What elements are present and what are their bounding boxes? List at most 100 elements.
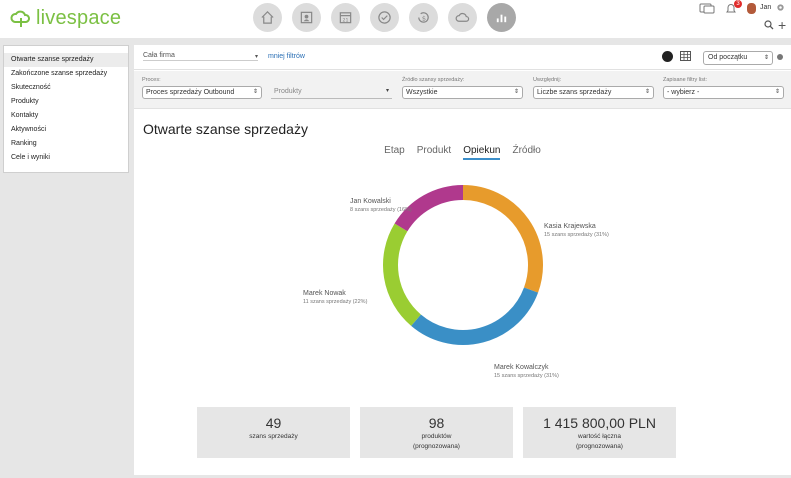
- sidebar-item-open-deals[interactable]: Otwarte szanse sprzedaży: [4, 53, 128, 67]
- include-label: Uwzględnij:: [533, 77, 562, 83]
- contacts-icon[interactable]: [292, 3, 321, 32]
- process-select[interactable]: Proces sprzedaży Outbound ⇕: [142, 86, 262, 99]
- chevron-down-icon: ▾: [254, 54, 258, 60]
- cloud-logo-icon: [10, 10, 30, 27]
- sidebar-item-contacts[interactable]: Kontakty: [11, 112, 39, 119]
- detailed-filters: Proces: Proces sprzedaży Outbound ⇕ Prod…: [134, 71, 791, 109]
- sidebar-item-goals[interactable]: Cele i wyniki: [11, 154, 50, 161]
- saved-filters: Zapisane filtry list: - wybierz - ⇕: [663, 77, 784, 99]
- include-filter: Uwzględnij: Liczbe szans sprzedaży ⇕: [533, 77, 654, 99]
- logo[interactable]: livespace: [10, 6, 121, 30]
- gear-icon[interactable]: [776, 3, 785, 12]
- sidebar-item-ranking[interactable]: Ranking: [11, 140, 37, 147]
- source-filter: Źródło szansy sprzedaży: Wszystkie ⇕: [402, 77, 523, 99]
- stat-value-amount: 1 415 800,00 PLN: [543, 415, 656, 431]
- calendar-icon[interactable]: 21: [331, 3, 360, 32]
- tab-source[interactable]: Źródło: [512, 145, 541, 156]
- stat-products-label: produktów: [421, 433, 452, 440]
- slice-label: Kasia Krajewska: [544, 223, 596, 230]
- sidebar-item-closed-deals[interactable]: Zakończone szanse sprzedaży: [11, 70, 108, 77]
- home-icon[interactable]: [253, 3, 282, 32]
- company-select-value: Cała firma: [143, 52, 175, 59]
- process-filter: Proces: Proces sprzedaży Outbound ⇕: [142, 77, 262, 99]
- tab-owner[interactable]: Opiekun: [463, 145, 501, 160]
- slice-label: Jan Kowalski: [350, 198, 391, 205]
- period-select-value: Od początku: [708, 54, 748, 61]
- include-select-value: Liczbe szans sprzedaży: [537, 89, 612, 96]
- user-name[interactable]: Jan: [760, 4, 772, 11]
- table-view-icon[interactable]: [680, 51, 691, 61]
- slice-label: Marek Nowak: [303, 290, 346, 297]
- products-filter: Produkty ▾: [271, 77, 392, 99]
- main-nav: 21 $: [253, 3, 516, 32]
- stat-deals-label: szans sprzedaży: [249, 433, 298, 440]
- stat-value-label: wartość łączna: [578, 433, 621, 440]
- products-placeholder: Produkty: [274, 88, 302, 95]
- avatar[interactable]: [747, 3, 756, 14]
- stat-deals: 49 szans sprzedaży: [197, 407, 350, 458]
- main-panel: Cała firma ▾ mniej filtrów Od początku ⇕…: [134, 45, 791, 475]
- notification-badge: 3: [734, 0, 742, 8]
- slice-label: Marek Kowalczyk: [494, 364, 549, 371]
- chevron-updown-icon: ⇕: [513, 89, 519, 95]
- period-select[interactable]: Od początku ⇕: [703, 51, 773, 65]
- donut-slice[interactable]: [383, 223, 422, 326]
- donut-chart-svg: Kasia Krajewska 15 szans sprzedaży (31%) M…: [303, 185, 609, 379]
- donut-slice[interactable]: [411, 287, 539, 345]
- stat-deals-value: 49: [265, 415, 282, 431]
- stat-value-sublabel: (prognozowana): [576, 443, 623, 450]
- logo-text: livespace: [36, 6, 122, 29]
- pie-chart-icon[interactable]: [662, 51, 673, 62]
- user-area: 3 Jan +: [691, 0, 791, 38]
- sidebar-item-activities[interactable]: Aktywności: [11, 126, 47, 133]
- tasks-icon[interactable]: [370, 3, 399, 32]
- process-label: Proces:: [142, 77, 161, 83]
- less-filters-link[interactable]: mniej filtrów: [268, 53, 305, 60]
- products-select[interactable]: Produkty ▾: [271, 86, 392, 99]
- donut-slice[interactable]: [462, 185, 543, 293]
- bell-icon[interactable]: [725, 3, 737, 15]
- top-bar: livespace 21 $ 3: [0, 0, 791, 38]
- source-select-value: Wszystkie: [406, 89, 438, 96]
- grouping-tabs: Etap Produkt Opiekun Źródło: [134, 145, 791, 160]
- saved-filters-value: - wybierz -: [667, 89, 700, 96]
- source-select[interactable]: Wszystkie ⇕: [402, 86, 523, 99]
- slice-sublabel: 11 szans sprzedaży (22%): [303, 299, 368, 305]
- slice-sublabel: 15 szans sprzedaży (31%): [544, 232, 609, 238]
- company-select[interactable]: Cała firma ▾: [143, 52, 258, 61]
- tab-stage[interactable]: Etap: [384, 145, 405, 156]
- source-label: Źródło szansy sprzedaży:: [402, 77, 465, 83]
- include-select[interactable]: Liczbe szans sprzedaży ⇕: [533, 86, 654, 99]
- donut-slice[interactable]: [394, 185, 464, 232]
- svg-text:21: 21: [343, 18, 349, 24]
- filter-bar: Cała firma ▾ mniej filtrów Od początku ⇕: [134, 45, 791, 70]
- slice-sublabel: 15 szans sprzedaży (31%): [494, 373, 559, 379]
- chevron-down-icon: ▾: [385, 88, 389, 94]
- page-title: Otwarte szanse sprzedaży: [143, 121, 308, 137]
- stat-products-sublabel: (prognozowana): [413, 443, 460, 450]
- tab-product[interactable]: Produkt: [416, 145, 452, 156]
- chevron-updown-icon: ⇕: [763, 55, 769, 61]
- search-icon[interactable]: [764, 20, 774, 30]
- chevron-updown-icon: ⇕: [774, 89, 780, 95]
- plus-icon[interactable]: +: [778, 17, 787, 33]
- chevron-updown-icon: ⇕: [644, 89, 650, 95]
- process-select-value: Proces sprzedaży Outbound: [146, 89, 235, 96]
- sidebar-item-effectiveness[interactable]: Skuteczność: [11, 84, 51, 91]
- chevron-updown-icon: ⇕: [252, 89, 258, 95]
- stat-products: 98 produktów (prognozowana): [360, 407, 513, 458]
- sidebar-item-products[interactable]: Produkty: [11, 98, 39, 105]
- chat-icon[interactable]: [699, 3, 715, 15]
- saved-filters-label: Zapisane filtry list:: [663, 77, 708, 83]
- donut-chart: Kasia Krajewska 15 szans sprzedaży (31%) M…: [134, 165, 791, 405]
- cloud-icon[interactable]: [448, 3, 477, 32]
- reports-sidebar: Otwarte szanse sprzedaży Zakończone szan…: [3, 45, 129, 173]
- slice-sublabel: 8 szans sprzedaży (16%): [350, 207, 412, 213]
- reports-icon[interactable]: [487, 3, 516, 32]
- stat-products-value: 98: [428, 415, 445, 431]
- stat-value: 1 415 800,00 PLN wartość łączna (prognoz…: [523, 407, 676, 458]
- deals-icon[interactable]: $: [409, 3, 438, 32]
- saved-filters-select[interactable]: - wybierz - ⇕: [663, 86, 784, 99]
- info-icon[interactable]: [777, 54, 783, 60]
- svg-text:$: $: [422, 14, 426, 22]
